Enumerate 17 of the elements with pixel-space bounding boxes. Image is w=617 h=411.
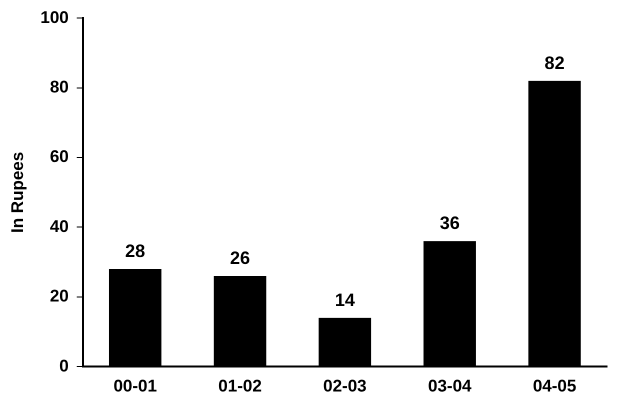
x-tick-label: 01-02 — [218, 376, 262, 396]
y-axis-title: In Rupees — [8, 152, 27, 234]
x-tick-label: 00-01 — [113, 376, 157, 396]
y-tick-label: 60 — [50, 147, 69, 166]
y-tick-label: 0 — [59, 356, 69, 376]
x-tick-label: 02-03 — [323, 376, 367, 396]
y-tick-label: 20 — [50, 286, 69, 306]
y-tick-label: 80 — [50, 78, 69, 97]
x-tick-label: 03-04 — [428, 376, 472, 396]
y-tick-label: 100 — [40, 8, 69, 27]
data-label: 14 — [334, 290, 355, 310]
data-label: 36 — [440, 213, 460, 234]
data-label: 26 — [230, 248, 250, 268]
y-tick-label: 40 — [50, 216, 69, 236]
data-label: 82 — [544, 52, 565, 73]
data-label: 28 — [125, 241, 146, 262]
x-tick-label: 04-05 — [532, 376, 576, 396]
